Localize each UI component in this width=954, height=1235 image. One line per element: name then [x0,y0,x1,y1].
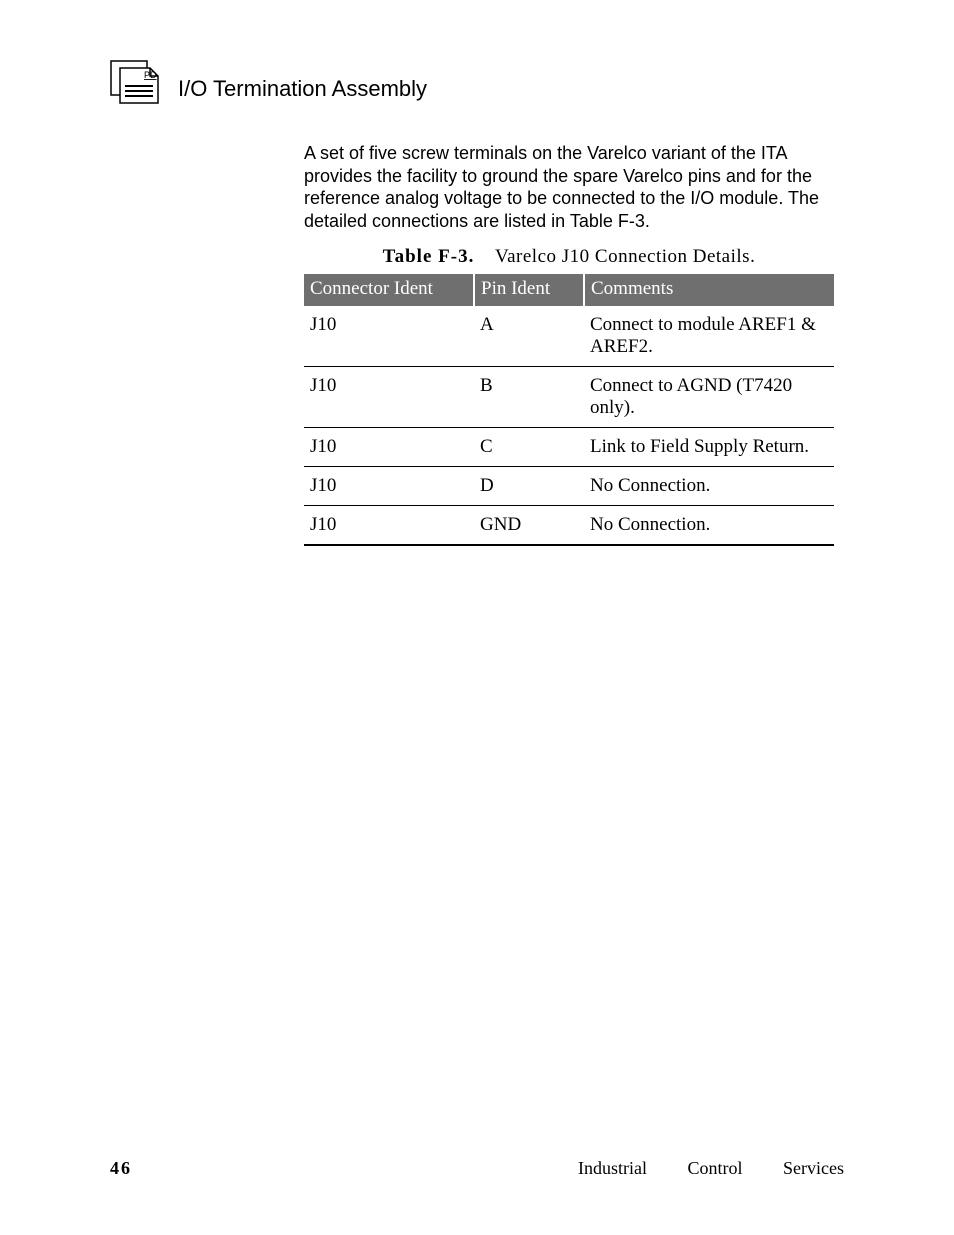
body-block: A set of five screw terminals on the Var… [304,142,834,546]
cell-pin: D [474,467,584,506]
connection-table: Connector Ident Pin Ident Comments J10 A… [304,274,834,546]
cell-pin: C [474,428,584,467]
cell-comments: No Connection. [584,506,834,546]
cell-connector: J10 [304,467,474,506]
table-header-pin: Pin Ident [474,274,584,306]
table-row: J10 A Connect to module AREF1 & AREF2. [304,306,834,367]
cell-connector: J10 [304,367,474,428]
cell-comments: Connect to module AREF1 & AREF2. [584,306,834,367]
section-title: I/O Termination Assembly [178,76,427,104]
table-row: J10 B Connect to AGND (T7420 only). [304,367,834,428]
page: PD I/O Termination Assembly A set of fiv… [0,0,954,1235]
cell-pin: B [474,367,584,428]
table-header-connector: Connector Ident [304,274,474,306]
footer-right-text: Industrial Control Services [578,1158,844,1179]
cell-connector: J10 [304,506,474,546]
table-header-comments: Comments [584,274,834,306]
table-row: J10 GND No Connection. [304,506,834,546]
section-header: PD I/O Termination Assembly [110,60,844,104]
table-header-row: Connector Ident Pin Ident Comments [304,274,834,306]
pd-icon-text: PD [144,70,157,80]
cell-comments: No Connection. [584,467,834,506]
cell-comments: Connect to AGND (T7420 only). [584,367,834,428]
cell-connector: J10 [304,428,474,467]
page-footer: 46 Industrial Control Services [110,1158,844,1179]
cell-comments: Link to Field Supply Return. [584,428,834,467]
intro-paragraph: A set of five screw terminals on the Var… [304,142,834,232]
table-row: J10 D No Connection. [304,467,834,506]
pd-document-icon: PD [110,60,162,104]
table-caption-label: Table F-3. [383,246,475,267]
cell-pin: A [474,306,584,367]
table-caption-title: Varelco J10 Connection Details. [495,246,755,267]
page-number: 46 [110,1158,132,1179]
cell-connector: J10 [304,306,474,367]
table-row: J10 C Link to Field Supply Return. [304,428,834,467]
cell-pin: GND [474,506,584,546]
table-caption: Table F-3. Varelco J10 Connection Detail… [304,246,834,268]
